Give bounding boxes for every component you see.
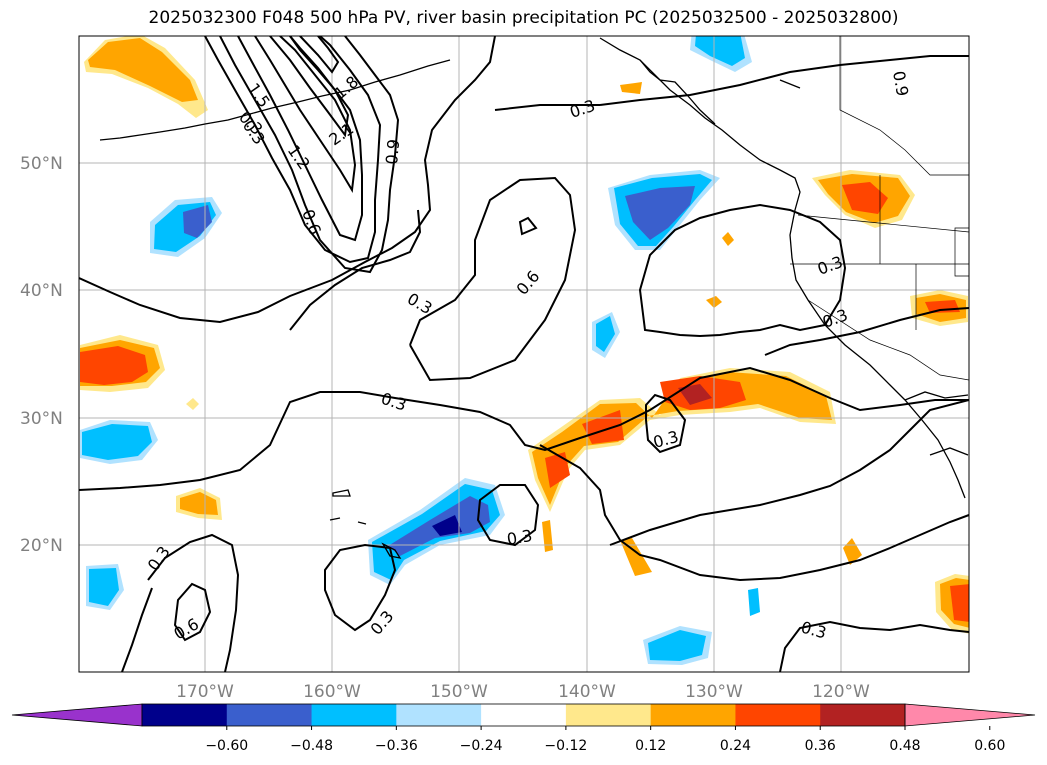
colorbar-tick-label: −0.36 (375, 738, 418, 754)
lat-label: 20°N (20, 536, 63, 556)
colorbar-swatch (396, 704, 482, 726)
map-gridlines (79, 36, 969, 672)
coastlines (99, 37, 969, 559)
colorbar-swatch (226, 704, 313, 726)
map-title: 2025032300 F048 500 hPa PV, river basin … (148, 8, 899, 28)
colorbar-tick-label: −0.48 (290, 738, 333, 754)
contour-label: 0.9 (889, 69, 912, 97)
lat-label: 30°N (20, 409, 63, 429)
pv-contours (79, 36, 969, 672)
colorbar-tick-label: −0.60 (205, 738, 248, 754)
colorbar-swatch (481, 704, 567, 726)
contour-label: 0.9 (382, 138, 403, 165)
lat-label: 40°N (20, 281, 63, 301)
map-frame (78, 35, 970, 673)
contour-label: 0.3 (505, 526, 533, 549)
colorbar-tick-label: 0.48 (889, 738, 920, 754)
lon-label: 150°W (430, 682, 488, 702)
longitude-labels: 170°W 160°W 150°W 140°W 130°W 120°W (176, 682, 870, 702)
colorbar-tick-label: 0.24 (720, 738, 751, 754)
lon-label: 160°W (303, 682, 361, 702)
colorbar-tick-label: −0.24 (460, 738, 503, 754)
colorbar-extend-low (11, 703, 143, 727)
positive-precip-areas (80, 36, 969, 634)
colorbar-tick-label: 0.36 (805, 738, 836, 754)
colorbar-swatch (820, 704, 906, 726)
colorbar-tick-label: 0.60 (974, 738, 1005, 754)
lon-label: 170°W (176, 682, 234, 702)
colorbar-swatch (142, 704, 228, 726)
colorbar-tick-label: −0.12 (544, 738, 587, 754)
state-borders (790, 36, 969, 381)
colorbar-frame (141, 703, 906, 727)
colorbar-swatch (735, 704, 821, 726)
lat-label: 50°N (20, 154, 63, 174)
colorbar-swatch (565, 704, 652, 726)
colorbar-extend-high (904, 703, 1036, 727)
lon-label: 130°W (685, 682, 743, 702)
colorbar-swatch (650, 704, 736, 726)
colorbar: −0.60 −0.48 −0.36 −0.24 −0.12 0.12 0.24 0.36 0.4… (11, 703, 1036, 754)
latitude-labels: 50°N 40°N 30°N 20°N (20, 154, 63, 556)
map-panel: 0.3 0.6 0.9 1.2 1.5 1.8 2.1 0.3 0.6 0.3 … (79, 36, 969, 672)
colorbar-swatch (311, 704, 397, 726)
colorbar-tick-label: 0.12 (635, 738, 666, 754)
lon-label: 120°W (812, 682, 870, 702)
lon-label: 140°W (558, 682, 616, 702)
